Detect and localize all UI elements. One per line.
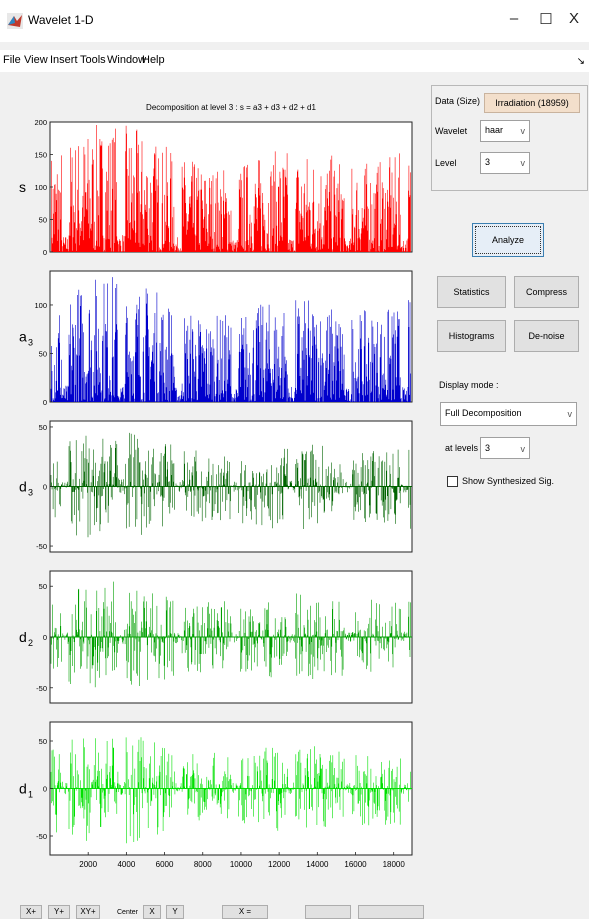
menu-view[interactable]: View	[24, 54, 48, 66]
history-buttons[interactable]	[305, 905, 351, 919]
title-bar: Wavelet 1-D – ☐ X	[0, 0, 589, 42]
window-title: Wavelet 1-D	[28, 13, 94, 27]
menu-insert[interactable]: Insert	[50, 54, 78, 66]
menu-help[interactable]: Help	[142, 54, 165, 66]
plot-title: Decomposition at level 3 : s = a3 + d3 +…	[146, 103, 316, 112]
subplot-label-d3: d	[19, 479, 27, 495]
chevron-down-icon: v	[520, 126, 526, 136]
subplot-label-s: s	[19, 179, 26, 195]
compress-button[interactable]: Compress	[514, 276, 579, 308]
series-s-line	[51, 125, 411, 252]
chevron-down-icon: v	[520, 444, 526, 454]
x-tick-label: 6000	[156, 860, 174, 869]
chevron-down-icon: v	[567, 409, 573, 419]
x-tick-label: 16000	[344, 860, 367, 869]
wavelet-select-value: haar	[485, 125, 504, 135]
display-mode-value: Full Decomposition	[445, 408, 522, 418]
at-levels-value: 3	[485, 443, 491, 453]
x-tick-label: 12000	[268, 860, 291, 869]
level-label: Level	[435, 158, 457, 168]
zoom-y-button[interactable]: Y+	[48, 905, 70, 919]
y-tick-label: 50	[39, 582, 47, 591]
zoom-xy-button[interactable]: XY+	[76, 905, 100, 919]
histograms-button[interactable]: Histograms	[437, 320, 506, 352]
y-tick-label: 50	[39, 737, 47, 746]
show-synthesized-label: Show Synthesized Sig.	[462, 476, 555, 486]
menu-tools[interactable]: Tools	[80, 54, 106, 66]
y-tick-label: 0	[43, 398, 47, 407]
data-size-button[interactable]: Irradiation (18959)	[484, 93, 580, 113]
statistics-button[interactable]: Statistics	[437, 276, 506, 308]
center-y-button[interactable]: Y	[166, 905, 184, 919]
bottom-toolbar: X+ Y+ XY+ Center X Y X =	[0, 897, 589, 919]
show-synthesized-checkbox[interactable]	[447, 476, 458, 487]
y-tick-label: 50	[39, 423, 47, 432]
subplot-label-sub-d1: 1	[28, 790, 33, 800]
minimize-button[interactable]: –	[509, 10, 519, 27]
maximize-button[interactable]: ☐	[539, 11, 553, 28]
display-mode-label: Display mode :	[439, 380, 499, 390]
center-label: Center	[117, 909, 139, 916]
y-tick-label: -50	[36, 832, 47, 841]
subplot-label-sub-a3: 3	[28, 338, 33, 348]
y-tick-label: 0	[43, 785, 47, 794]
menu-window[interactable]: Window	[107, 54, 147, 66]
x-coordinate-readout: X =	[222, 905, 268, 919]
y-tick-label: 100	[34, 183, 47, 192]
y-tick-label: 50	[39, 216, 47, 225]
menu-file[interactable]: File	[3, 54, 21, 66]
zoom-x-button[interactable]: X+	[20, 905, 42, 919]
x-tick-label: 14000	[306, 860, 329, 869]
x-tick-label: 2000	[79, 860, 97, 869]
subplot-label-d1: d	[19, 781, 27, 797]
close-button[interactable]: X	[568, 10, 579, 27]
y-tick-label: 0	[43, 248, 47, 257]
y-tick-label: -50	[36, 684, 47, 693]
wavelet-label: Wavelet	[435, 126, 468, 136]
subplot-label-sub-d2: 2	[28, 638, 33, 648]
data-size-label: Data (Size)	[435, 96, 481, 106]
decomposition-plots[interactable]: Decomposition at level 3 : s = a3 + d3 +…	[16, 80, 426, 890]
x-tick-label: 4000	[117, 860, 135, 869]
y-tick-label: 100	[34, 301, 47, 310]
menu-bar: File View Insert Tools Window Help ↘	[0, 50, 589, 72]
decomposition-plot-area: Decomposition at level 3 : s = a3 + d3 +…	[16, 80, 426, 890]
at-levels-label: at levels	[445, 443, 479, 453]
y-tick-label: 50	[39, 349, 47, 358]
y-tick-label: 150	[34, 151, 47, 160]
display-mode-select[interactable]: Full Decomposition v	[440, 402, 577, 426]
subplot-label-a3: a	[19, 329, 27, 345]
y-tick-label: -50	[36, 542, 47, 551]
menu-dock-arrow-icon[interactable]: ↘	[576, 56, 585, 67]
subplot-label-sub-d3: 3	[28, 488, 33, 498]
level-select[interactable]: 3 v	[480, 152, 530, 174]
center-x-button[interactable]: X	[143, 905, 161, 919]
matlab-app-icon	[7, 13, 23, 29]
level-select-value: 3	[485, 157, 491, 167]
at-levels-select[interactable]: 3 v	[480, 437, 530, 459]
y-tick-label: 0	[43, 633, 47, 642]
subplot-label-d2: d	[19, 629, 27, 645]
y-tick-label: 0	[43, 483, 47, 492]
toolbar-extra-button[interactable]	[358, 905, 424, 919]
x-tick-label: 10000	[230, 860, 253, 869]
analyze-button[interactable]: Analyze	[472, 223, 544, 257]
series-a3-line	[50, 277, 411, 402]
denoise-button[interactable]: De-noise	[514, 320, 579, 352]
chevron-down-icon: v	[520, 158, 526, 168]
x-tick-label: 18000	[383, 860, 406, 869]
y-tick-label: 200	[34, 118, 47, 127]
x-tick-label: 8000	[194, 860, 212, 869]
data-panel: Data (Size) Irradiation (18959) Wavelet …	[431, 85, 588, 191]
wavelet-select[interactable]: haar v	[480, 120, 530, 142]
